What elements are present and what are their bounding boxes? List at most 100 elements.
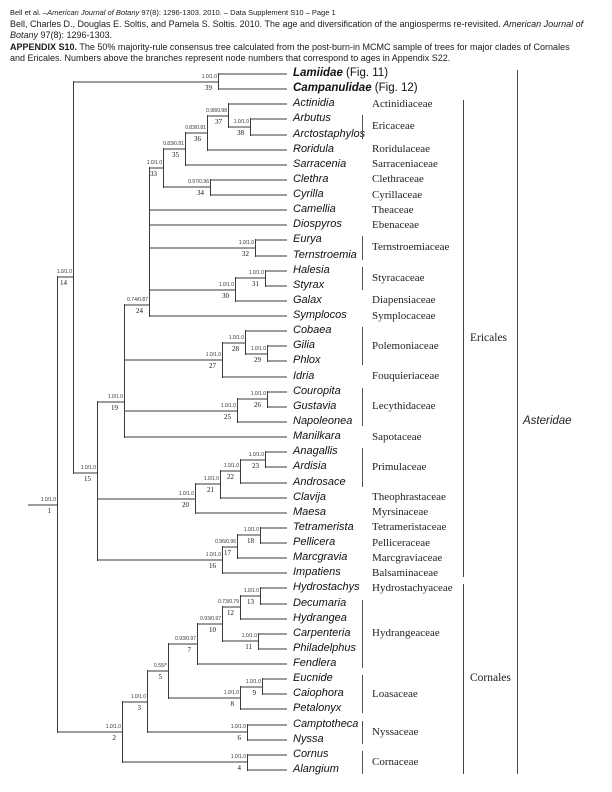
genus-name: Camellia — [293, 203, 336, 216]
clade-label-asteridae: Asteridae — [523, 414, 572, 427]
text-segment: Botany — [10, 30, 39, 40]
genus-name: Ternstroemia — [293, 248, 357, 261]
node-17-branch — [222, 545, 237, 548]
node-28-branch — [222, 341, 245, 344]
clade-label-ericales: Ericales — [470, 331, 508, 344]
support-value-node-4: 1.0/1.0 — [230, 754, 246, 761]
node-16-branch — [97, 559, 222, 562]
node-30-branch — [149, 288, 235, 291]
node-8-connector — [240, 685, 241, 711]
tip-label-cobaea: Cobaea — [293, 324, 332, 337]
family-label-nyssaceae: Nyssaceae — [372, 725, 419, 738]
node-number-27: 27 — [209, 361, 216, 370]
support-value-node-6: 1.0/1.0 — [230, 724, 246, 731]
node-18-branch — [237, 534, 260, 537]
node-20-branch — [97, 497, 195, 500]
family-label-ericaceae: Ericaceae — [372, 120, 415, 133]
support-value-node-10: 0.93/0.97 — [200, 616, 221, 623]
node-37-branch — [207, 114, 228, 117]
clade-bracket-ericales — [463, 100, 464, 578]
terminal-branch — [260, 587, 287, 590]
terminal-branch — [255, 254, 287, 257]
genus-name: Hydrangea — [293, 611, 347, 624]
support-value-node-8: 1.0/1.0 — [223, 690, 239, 697]
tip-label-symplocos: Symplocos — [293, 309, 347, 322]
node-3-connector — [147, 670, 148, 734]
node-number-23: 23 — [252, 461, 259, 470]
family-label-cyrillaceae: Cyrillaceae — [372, 188, 423, 201]
support-value-node-12: 0.73/0.79 — [218, 599, 239, 606]
node-19-connector — [124, 304, 125, 439]
tip-label-napoleonea: Napoleonea — [293, 415, 352, 428]
genus-name: Alangium — [293, 762, 339, 775]
tip-label-galax: Galax — [293, 294, 322, 307]
family-label-hydrangeaceae: Hydrangeaceae — [372, 627, 440, 640]
support-value-node-27: 1.0/1.0 — [205, 351, 221, 358]
tip-label-halesia: Halesia — [293, 264, 330, 277]
tip-label-eurya: Eurya — [293, 233, 322, 246]
node-39-branch — [73, 80, 218, 83]
node-number-32: 32 — [242, 249, 249, 258]
family-label-balsaminaceae: Balsaminaceae — [372, 566, 438, 579]
family-bracket-ericaceae — [362, 115, 363, 139]
genus-name: Campanulidae — [293, 82, 372, 95]
node-10-connector — [222, 606, 223, 643]
node-7-branch — [168, 643, 197, 646]
node-number-6: 6 — [237, 734, 242, 743]
node-38-connector — [250, 118, 251, 136]
node-number-33: 33 — [150, 170, 157, 179]
node-number-20: 20 — [182, 500, 189, 509]
family-label-polemoniaceae: Polemoniaceae — [372, 339, 439, 352]
terminal-branch — [185, 163, 287, 166]
terminal-branch — [149, 209, 287, 212]
node-number-18: 18 — [247, 537, 254, 546]
support-value-node-21: 1.0/1.0 — [203, 476, 219, 483]
tip-label-marcgravia: Marcgravia — [293, 551, 347, 564]
node-number-31: 31 — [252, 280, 259, 289]
genus-name: Napoleonea — [293, 414, 353, 427]
family-label-hydrostachyaceae: Hydrostachyaceae — [372, 581, 453, 594]
family-label-pelliceraceae: Pelliceraceae — [372, 536, 431, 549]
node-33-connector — [163, 147, 164, 189]
tip-label-arctostaphylos: Arctostaphylos — [293, 128, 365, 141]
terminal-branch — [265, 284, 287, 287]
genus-name: Cobaea — [293, 324, 332, 337]
terminal-branch — [260, 542, 287, 545]
node-number-8: 8 — [230, 700, 235, 709]
figure-reference: (Fig. 11) — [342, 67, 389, 79]
tip-label-actinidia: Actinidia — [293, 97, 335, 110]
genus-name: Nyssa — [293, 732, 324, 745]
tip-label-decumaria: Decumaria — [293, 597, 346, 610]
terminal-branch — [267, 345, 287, 348]
genus-name: Diospyros — [293, 218, 342, 231]
support-value-node-11: 1.0/1.0 — [241, 633, 257, 640]
tip-label-roridula: Roridula — [293, 143, 334, 156]
node-13-connector — [260, 587, 261, 605]
support-value-node-7: 0.93/0.97 — [175, 636, 196, 643]
node-4-branch — [122, 761, 247, 764]
node-number-38: 38 — [237, 128, 244, 137]
node-number-4: 4 — [237, 764, 242, 773]
tip-label-fendlera: Fendlera — [293, 657, 336, 670]
genus-name: Philadelphus — [293, 641, 356, 654]
genus-name: Sarracenia — [293, 157, 347, 170]
support-value-node-1: 1.0/1.0 — [40, 496, 56, 503]
family-label-symplocaceae: Symplocaceae — [372, 309, 436, 322]
node-26-connector — [267, 390, 268, 408]
terminal-branch — [207, 148, 287, 151]
tip-label-pellicera: Pellicera — [293, 536, 335, 549]
genus-name: Symplocos — [293, 309, 347, 322]
genus-name: Eurya — [293, 233, 322, 246]
node-35-branch — [163, 147, 185, 150]
genus-name: Arctostaphylos — [293, 127, 366, 140]
node-37-connector — [228, 103, 229, 128]
terminal-branch — [250, 133, 287, 136]
appendix-caption-2: and Ericales. Numbers above the branches… — [10, 53, 450, 63]
genus-name: Idria — [293, 369, 315, 382]
genus-name: Couropita — [293, 384, 341, 397]
terminal-branch — [228, 103, 287, 106]
genus-name: Manilkara — [293, 430, 341, 443]
genus-name: Halesia — [293, 263, 330, 276]
family-bracket-lecythidaceae — [362, 387, 363, 426]
terminal-branch — [247, 768, 287, 771]
